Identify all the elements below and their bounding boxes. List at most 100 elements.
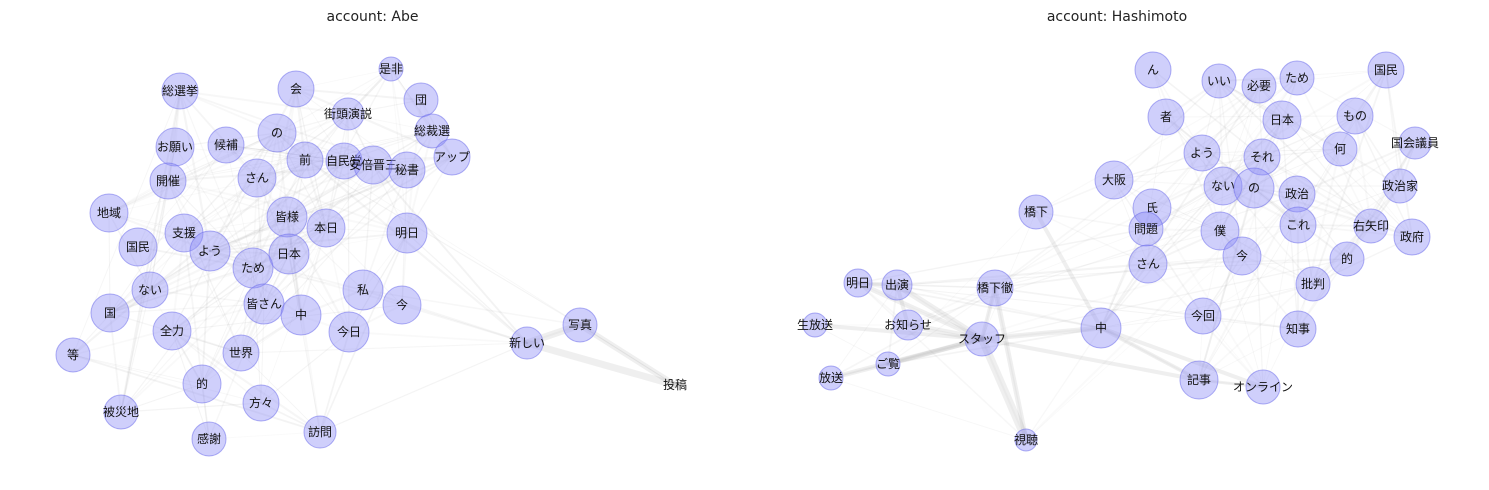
edge-line — [183, 232, 210, 440]
node: 今 — [382, 285, 422, 325]
edge-line — [225, 144, 254, 269]
node-circle — [237, 158, 277, 198]
edge-line — [362, 289, 581, 326]
edge-line — [286, 160, 345, 218]
node-label: 中 — [1095, 320, 1107, 335]
edge-line — [1399, 142, 1416, 187]
node: 皆様 — [266, 196, 308, 238]
node: いい — [1201, 63, 1237, 99]
node: 政治家 — [1382, 168, 1418, 204]
node: 日本 — [268, 233, 310, 275]
edge-line — [149, 232, 185, 291]
edge-line — [1241, 193, 1298, 257]
node: の — [257, 113, 297, 153]
edge-line — [1253, 187, 1298, 195]
node-circle — [1278, 175, 1316, 213]
node-circle — [1200, 211, 1240, 251]
edge-line — [857, 282, 898, 286]
node: 者 — [1147, 98, 1185, 136]
node-circle — [118, 227, 158, 267]
node-circle — [1179, 360, 1219, 400]
node: 候補 — [207, 126, 245, 164]
node-circle — [306, 208, 346, 248]
edge-line — [1099, 206, 1154, 330]
node: 必要 — [1241, 68, 1277, 104]
node-label: 世界 — [229, 346, 253, 360]
edge-line — [1113, 152, 1203, 181]
node: アップ — [433, 138, 471, 176]
edge-line — [1353, 114, 1373, 228]
edge-line — [1253, 187, 1264, 388]
node: 方々 — [242, 384, 280, 422]
edge-line — [1219, 156, 1263, 232]
edge-line — [1312, 258, 1348, 285]
node-label: スタッフ — [958, 332, 1006, 346]
node: 会 — [277, 70, 315, 108]
edge-line — [319, 331, 350, 433]
edge-line — [260, 227, 327, 404]
node-circle — [1241, 68, 1277, 104]
node-circle — [843, 268, 873, 298]
edge-line — [887, 284, 898, 365]
panel-title: account: Hashimoto — [1046, 9, 1188, 25]
edge-line — [183, 132, 278, 234]
node-label: 政治家 — [1382, 178, 1418, 193]
edge-line — [1035, 211, 1147, 230]
node-label: もの — [1343, 109, 1367, 123]
node-circle — [286, 141, 324, 179]
edge-line — [167, 159, 306, 182]
node-circle — [802, 312, 828, 338]
node-circle — [155, 127, 195, 167]
edge-line — [225, 144, 306, 161]
node-label: 写真 — [568, 318, 592, 332]
node: 本日 — [306, 208, 346, 248]
edge-line — [1258, 77, 1298, 87]
edge-line — [137, 144, 227, 248]
edge-line — [1258, 69, 1387, 87]
edge-line — [179, 90, 345, 162]
edge-line — [174, 132, 278, 148]
edge-line — [1100, 263, 1149, 329]
edge-line — [347, 113, 433, 132]
edge-line — [325, 227, 408, 234]
node-label: 本日 — [314, 221, 338, 235]
edge-line — [208, 249, 303, 317]
edge-line — [262, 302, 351, 334]
edge-line — [108, 212, 290, 255]
node-circle — [222, 334, 260, 372]
edge-line — [1100, 85, 1260, 329]
edge-line — [343, 130, 433, 162]
edge-line — [1113, 179, 1153, 209]
node: ない — [131, 271, 169, 309]
node-label: 団 — [415, 93, 427, 107]
node-label: 右矢印 — [1353, 218, 1389, 233]
edge-line — [171, 130, 433, 332]
edge-line — [276, 113, 349, 134]
node-circle — [1128, 211, 1164, 247]
edge-line — [1164, 115, 1300, 227]
node-circle — [1203, 166, 1243, 206]
edge-line — [120, 402, 262, 413]
edge-line — [276, 68, 392, 134]
edge-line — [1312, 69, 1387, 285]
node-label: 大阪 — [1102, 173, 1126, 187]
node-label: 出演 — [885, 277, 909, 292]
edge-line — [1165, 116, 1224, 187]
edge-line — [225, 144, 345, 162]
node: 僕 — [1200, 211, 1240, 251]
edge-line — [857, 282, 1102, 329]
node-circle — [1295, 266, 1331, 302]
node: お願い — [155, 127, 195, 167]
edge-line — [325, 227, 350, 333]
edge-line — [1147, 119, 1283, 265]
node-label: 総選挙 — [162, 84, 198, 98]
edge-e587bae6bc94-e3818ae79fa5e38289e3819b — [895, 283, 910, 327]
edge-line — [857, 228, 1147, 284]
node-circle — [232, 247, 274, 289]
edge-line — [1147, 255, 1243, 265]
edge-line — [981, 211, 1037, 340]
edge-line — [896, 258, 1348, 286]
edge-line — [167, 132, 278, 182]
edge-line — [1218, 80, 1224, 187]
node-label: 皆様 — [275, 210, 299, 224]
